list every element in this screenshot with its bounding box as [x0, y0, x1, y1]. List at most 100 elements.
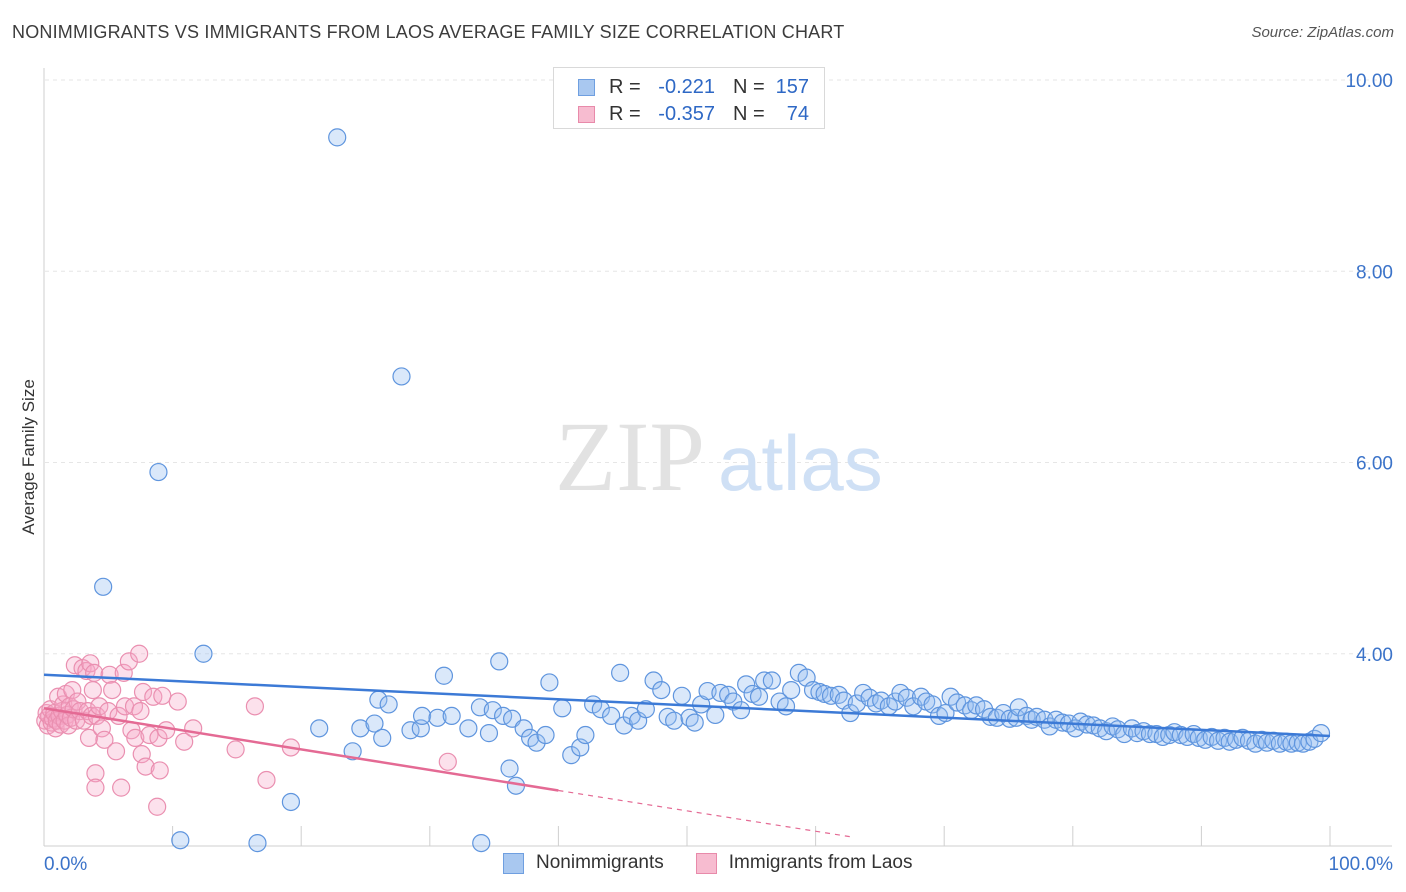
legend-swatch-blue	[578, 78, 595, 96]
data-point	[194, 644, 213, 663]
data-point	[365, 714, 384, 733]
data-point	[428, 708, 447, 727]
data-point	[803, 680, 823, 700]
data-point	[83, 680, 102, 700]
data-point	[644, 671, 663, 690]
data-point	[762, 671, 781, 690]
data-point	[553, 699, 572, 718]
data-point	[755, 671, 774, 690]
legend-r-label: R =	[609, 75, 641, 98]
data-point	[611, 663, 630, 682]
y-tick-label: 4.00	[1356, 645, 1393, 666]
data-point	[614, 716, 634, 735]
data-point	[490, 652, 509, 671]
y-axis-label: Average Family Size	[19, 379, 38, 535]
x-tick-label: 100.0%	[1329, 854, 1394, 875]
legend-row-nonimmigrants: R = -0.221 N = 157	[578, 74, 809, 100]
data-point	[815, 684, 834, 704]
data-point	[79, 728, 99, 748]
data-point	[136, 757, 155, 776]
data-point	[343, 742, 362, 761]
data-point	[81, 654, 100, 673]
data-point	[782, 680, 801, 700]
data-point	[95, 730, 114, 749]
data-point	[114, 663, 133, 682]
data-point	[1022, 710, 1041, 729]
data-point	[442, 706, 461, 726]
y-tick-label: 10.00	[1345, 71, 1393, 92]
data-point	[351, 719, 370, 738]
data-point	[373, 728, 392, 748]
data-point	[472, 833, 491, 853]
series-legend: Nonimmigrants Immigrants from Laos	[503, 852, 945, 874]
data-point	[85, 663, 104, 682]
legend-r-label: R =	[609, 102, 641, 125]
legend-n-value: 74	[786, 102, 809, 125]
legend-n-label: N =	[733, 102, 765, 125]
source-label: Source: ZipAtlas.com	[1251, 24, 1394, 41]
data-point	[106, 742, 126, 761]
legend-item-immigrants-from-laos[interactable]: Immigrants from Laos	[695, 852, 913, 874]
data-point	[130, 644, 149, 663]
trend-line-nonimmigrants	[43, 673, 1331, 738]
data-point	[150, 761, 169, 780]
data-point	[328, 128, 347, 147]
data-point	[126, 728, 145, 748]
data-point	[54, 695, 73, 714]
series-nonimmigrants	[94, 128, 1331, 853]
series-immigrants-from-laos	[36, 644, 457, 816]
data-point	[86, 764, 105, 783]
data-point	[1171, 725, 1190, 745]
data-point	[500, 759, 519, 778]
y-tick-label: 6.00	[1356, 454, 1393, 475]
data-point	[171, 831, 190, 850]
data-point	[829, 685, 848, 704]
data-point	[131, 702, 150, 721]
data-point	[63, 680, 82, 700]
data-point	[281, 792, 301, 812]
data-point	[248, 833, 267, 853]
data-point	[157, 721, 176, 740]
data-point	[731, 701, 751, 720]
data-point	[175, 732, 194, 751]
grid	[45, 79, 1392, 655]
data-point	[886, 692, 905, 711]
legend-item-nonimmigrants[interactable]: Nonimmigrants	[503, 852, 664, 874]
data-point	[94, 577, 113, 596]
data-point	[514, 719, 533, 738]
data-point	[459, 719, 478, 738]
data-point	[438, 752, 457, 771]
data-point	[665, 711, 684, 730]
data-point	[737, 675, 756, 694]
data-point	[776, 697, 796, 716]
data-point	[706, 705, 725, 725]
data-point	[226, 740, 245, 759]
data-point	[923, 695, 942, 714]
trend-line-immigrants	[43, 707, 559, 792]
data-point	[168, 692, 187, 711]
watermark-atlas: atlas	[718, 419, 883, 507]
legend-n-label: N =	[733, 75, 765, 98]
data-point	[90, 697, 109, 716]
data-point	[149, 728, 168, 748]
trend-line-immigrants-extrapolated	[558, 789, 855, 838]
data-point	[257, 770, 276, 790]
legend-row-immigrants-from-laos: R = -0.357 N = 74	[578, 101, 809, 127]
data-point	[245, 697, 265, 716]
data-point	[536, 725, 555, 745]
legend-label: Nonimmigrants	[536, 852, 664, 873]
data-point	[672, 686, 691, 705]
legend-r-value: -0.357	[658, 102, 715, 125]
data-point	[412, 706, 432, 726]
data-point	[685, 713, 704, 732]
data-point	[652, 680, 671, 700]
data-point	[379, 695, 398, 714]
watermark: ZIP atlas	[555, 401, 883, 512]
data-point	[636, 700, 655, 719]
data-point	[112, 778, 131, 797]
data-point	[148, 797, 167, 816]
data-point	[133, 682, 153, 702]
data-point	[434, 666, 454, 685]
data-point	[149, 462, 168, 482]
chart-title: NONIMMIGRANTS VS IMMIGRANTS FROM LAOS AV…	[12, 22, 845, 42]
